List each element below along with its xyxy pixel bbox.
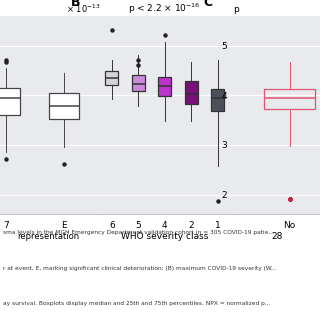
Bar <box>264 89 315 109</box>
Text: p: p <box>234 5 239 14</box>
Bar <box>0 88 20 115</box>
Text: × 10$^{-13}$: × 10$^{-13}$ <box>67 3 101 15</box>
Text: C: C <box>204 0 212 9</box>
X-axis label: 28: 28 <box>271 232 283 241</box>
Bar <box>105 70 118 85</box>
Text: B: B <box>71 0 81 9</box>
Bar <box>211 89 224 111</box>
Text: ay survival. Boxplots display median and 25th and 75th percentiles. NPX = normal: ay survival. Boxplots display median and… <box>3 301 271 306</box>
Bar <box>50 93 78 119</box>
X-axis label: WHO severity class: WHO severity class <box>121 232 209 241</box>
Bar <box>132 75 145 92</box>
X-axis label: representation: representation <box>17 232 79 241</box>
Bar <box>185 82 198 104</box>
Text: r at event, E, marking significant clinical deterioration; (B) maximum COVID-19 : r at event, E, marking significant clini… <box>3 266 277 271</box>
Bar <box>158 76 172 96</box>
Title: p < 2.2 × 10$^{-16}$: p < 2.2 × 10$^{-16}$ <box>129 1 201 16</box>
Text: sma levels in the MGH Emergency Department validation cohort (n = 305 COVID-19 p: sma levels in the MGH Emergency Departme… <box>3 230 274 236</box>
